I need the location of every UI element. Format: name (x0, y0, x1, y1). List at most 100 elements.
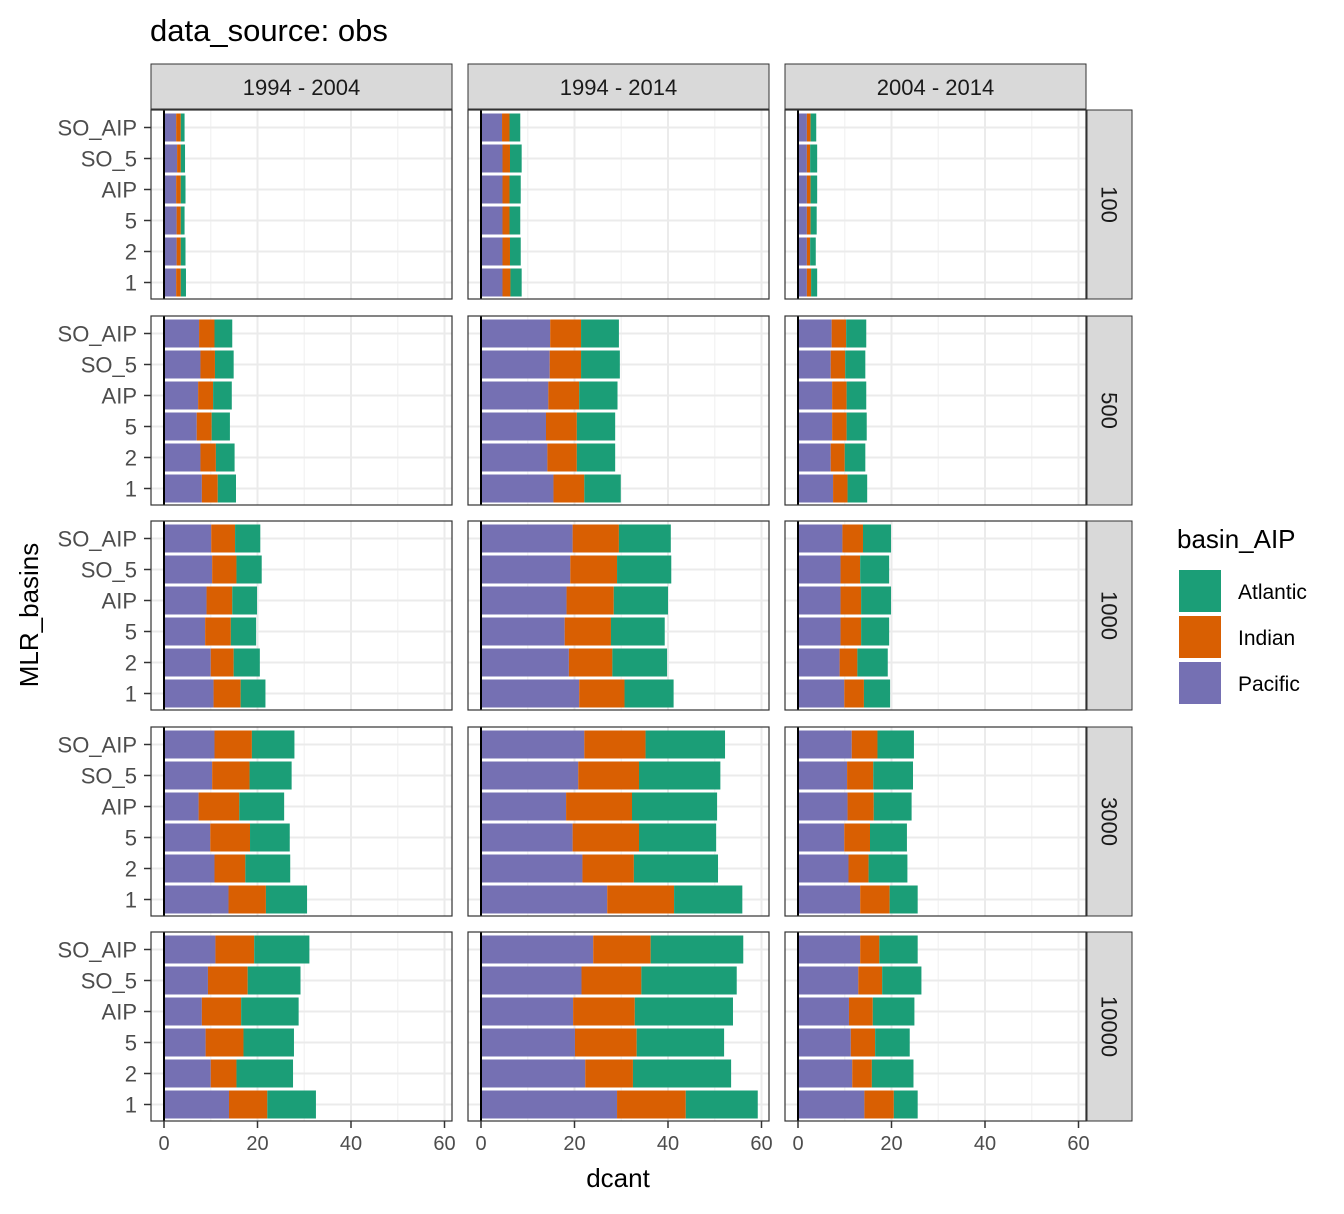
bar-segment-indian (176, 175, 181, 204)
bar-segment-pacific (481, 237, 503, 266)
bar-segment-indian (832, 381, 847, 410)
bar-segment-pacific (798, 935, 861, 964)
bar-segment-pacific (164, 381, 199, 410)
y-tick-label: 1 (125, 1093, 137, 1118)
bar-segment-atlantic (579, 381, 618, 410)
bar-segment-pacific (798, 474, 834, 503)
panel (467, 931, 770, 1122)
bar-segment-atlantic (634, 997, 733, 1026)
y-tick-label: 1 (125, 682, 137, 707)
row-strip (1086, 931, 1133, 1122)
bar-segment-pacific (481, 412, 546, 441)
bar-segment-pacific (798, 761, 848, 790)
bar-segment-indian (215, 935, 255, 964)
bar-segment-atlantic (639, 823, 717, 852)
bar-segment-indian (830, 443, 845, 472)
bar-segment-pacific (481, 679, 580, 708)
bar-segment-indian (228, 1090, 268, 1119)
bar-segment-indian (847, 761, 874, 790)
bar-segment-indian (832, 412, 847, 441)
y-tick-label: SO_5 (81, 353, 137, 378)
bar-segment-atlantic (510, 268, 522, 297)
bar-segment-indian (806, 237, 811, 266)
bar-segment-indian (198, 381, 214, 410)
bar-segment-pacific (164, 319, 200, 348)
bar-segment-atlantic (180, 237, 186, 266)
bar-segment-atlantic (674, 885, 743, 914)
panel-border (150, 315, 453, 506)
bar-segment-atlantic (576, 443, 616, 472)
bar-segment-atlantic (250, 823, 290, 852)
y-tick-label: 5 (125, 826, 137, 851)
y-tick-label: 2 (125, 240, 137, 265)
bar-segment-pacific (164, 144, 178, 173)
bar-segment-pacific (798, 206, 807, 235)
bar-segment-atlantic (868, 854, 908, 883)
bar-segment-pacific (798, 885, 861, 914)
bar-segment-atlantic (641, 966, 737, 995)
panel (467, 315, 770, 506)
panel-border (150, 109, 453, 300)
panel (150, 109, 453, 300)
bar-segment-atlantic (869, 823, 907, 852)
bar-segment-indian (502, 268, 511, 297)
bar-segment-atlantic (509, 237, 521, 266)
bar-segment-indian (553, 474, 585, 503)
bar-segment-atlantic (877, 730, 914, 759)
bar-segment-indian (584, 730, 646, 759)
bar-segment-atlantic (214, 350, 234, 379)
bar-segment-pacific (798, 268, 807, 297)
bar-segment-indian (860, 935, 880, 964)
y-axis-label: MLR_basins (14, 543, 44, 688)
bar-segment-indian (806, 206, 811, 235)
y-tick-label: AIP (102, 795, 137, 820)
bar-segment-pacific (798, 823, 845, 852)
bar-segment-pacific (481, 854, 583, 883)
bar-segment-atlantic (860, 555, 890, 584)
bar-segment-pacific (481, 555, 571, 584)
bar-segment-indian (564, 617, 611, 646)
bar-segment-indian (851, 730, 878, 759)
bar-segment-indian (228, 885, 266, 914)
bar-segment-pacific (798, 175, 807, 204)
bar-segment-indian (579, 679, 625, 708)
panel (467, 726, 770, 917)
panel-background (785, 110, 1086, 299)
bar-segment-pacific (798, 381, 833, 410)
y-tick-label: SO_AIP (58, 322, 137, 347)
panel (467, 520, 770, 711)
bar-segment-atlantic (847, 474, 868, 503)
bar-segment-indian (848, 854, 869, 883)
bar-segment-pacific (164, 761, 213, 790)
bar-segment-atlantic (863, 679, 891, 708)
bar-segment-pacific (798, 1090, 865, 1119)
bar-segment-indian (840, 586, 862, 615)
bar-segment-indian (847, 792, 874, 821)
x-tick-label: 40 (657, 1133, 679, 1155)
bar-segment-atlantic (810, 237, 816, 266)
bar-segment-indian (831, 319, 847, 348)
bar-segment-indian (806, 144, 811, 173)
legend-label: Indian (1238, 627, 1295, 650)
bar-segment-pacific (481, 966, 582, 995)
bar-segment-atlantic (617, 555, 672, 584)
bar-segment-atlantic (249, 761, 292, 790)
bar-segment-pacific (798, 997, 849, 1026)
column-strip (784, 63, 1087, 110)
y-tick-label: 1 (125, 477, 137, 502)
bar-segment-indian (205, 1028, 244, 1057)
bar-segment-indian (210, 823, 251, 852)
bar-segment-atlantic (810, 175, 818, 204)
bar-segment-pacific (164, 206, 177, 235)
bar-segment-atlantic (509, 175, 521, 204)
bar-segment-pacific (798, 237, 807, 266)
bar-segment-indian (210, 648, 234, 677)
bar-segment-indian (201, 474, 218, 503)
bar-segment-indian (566, 586, 614, 615)
legend-label: Pacific (1238, 673, 1300, 696)
bar-segment-indian (572, 524, 619, 553)
bar-segment-pacific (481, 206, 503, 235)
bar-segment-atlantic (636, 1028, 725, 1057)
bar-segment-atlantic (215, 443, 235, 472)
bar-segment-pacific (164, 237, 177, 266)
